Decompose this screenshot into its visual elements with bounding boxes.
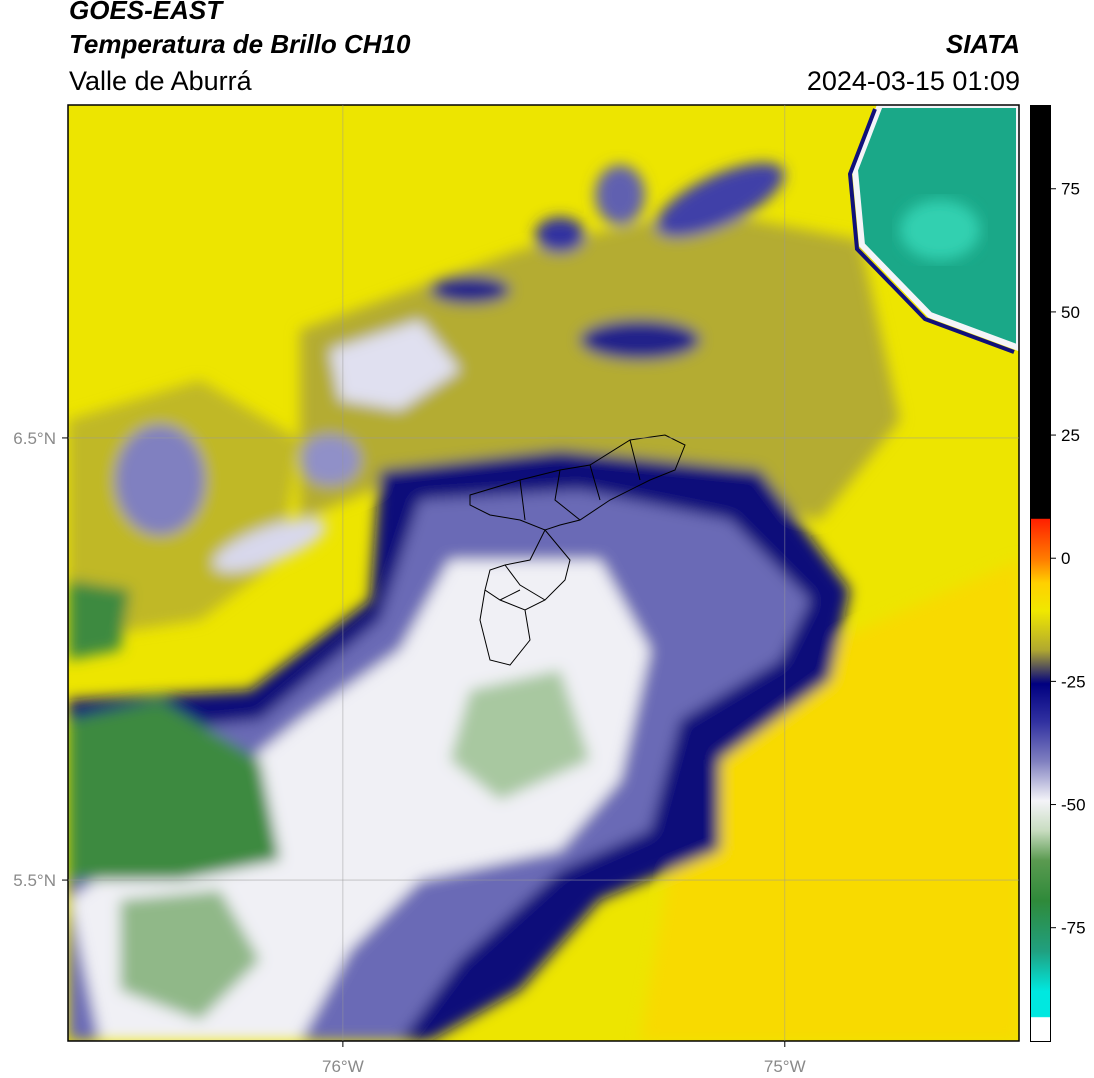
x-tick-label: 75°W [764,1057,806,1076]
x-tick-label: 76°W [322,1057,364,1076]
timestamp: 2024-03-15 01:09 [806,66,1020,96]
map-frame [67,104,1020,1042]
colorbar-tick-label: 0 [1061,549,1070,568]
colorbar-tick-label: -50 [1061,796,1086,815]
imagery [68,105,1019,1041]
y-tick-label: 6.5°N [13,429,56,448]
colorbar-tick-label: -75 [1061,919,1086,938]
region: Valle de Aburrá [69,66,252,96]
colorbar-tick-label: -25 [1061,672,1086,691]
municipal-boundaries [469,434,686,666]
source: SIATA [945,29,1020,59]
colorbar-tick-label: 75 [1061,180,1080,199]
colorbar-tick-label: 25 [1061,426,1080,445]
colorbar-tick-label: 50 [1061,303,1080,322]
subtitle: Temperatura de Brillo CH10 [69,29,411,59]
title: GOES-EAST [69,0,223,25]
y-tick-label: 5.5°N [13,871,56,890]
colorbar [1030,105,1051,1042]
